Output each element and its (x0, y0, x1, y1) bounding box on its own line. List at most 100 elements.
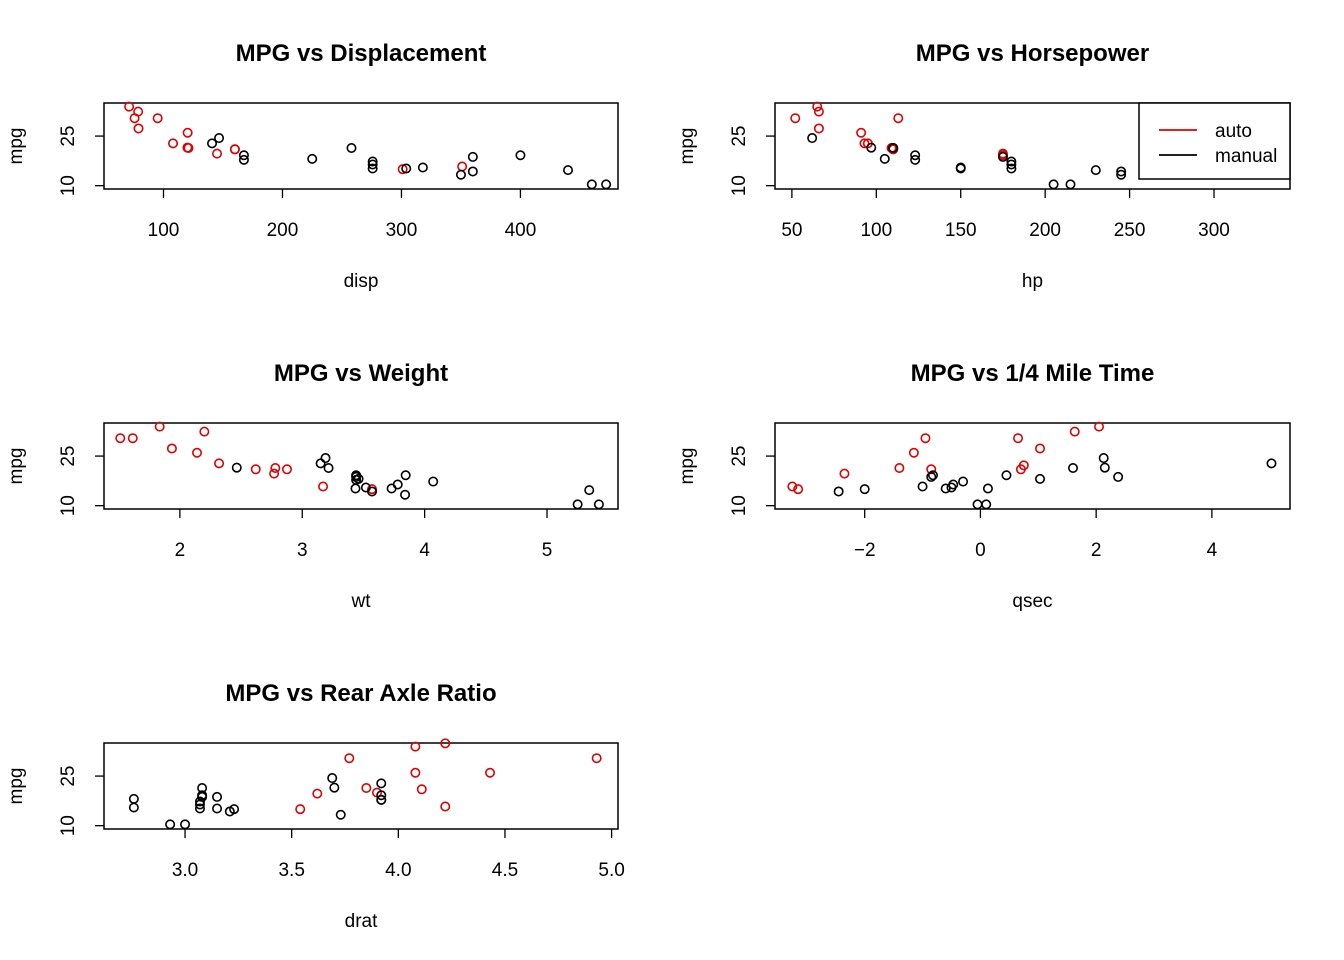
point-manual (165, 819, 176, 830)
point-manual (958, 476, 969, 487)
panel-1: MPG vs Displacement 100 200 300 400 10 25 disp m… (6, 40, 619, 292)
point-auto (312, 788, 323, 799)
point-manual (417, 162, 428, 173)
point-auto (410, 741, 421, 752)
point-manual (455, 169, 466, 180)
y-axis-label: mpg (6, 128, 27, 165)
point-manual (320, 453, 331, 464)
x-tick-label: 200 (1029, 220, 1061, 241)
x-tick-label: 200 (267, 220, 299, 241)
point-manual (194, 796, 205, 807)
y-axis-label: mpg (677, 128, 698, 165)
point-auto (787, 481, 798, 492)
x-tick-label: 3.5 (278, 860, 304, 881)
point-manual (1035, 473, 1046, 484)
chart-title: MPG vs 1/4 Mile Time (911, 360, 1155, 387)
point-manual (214, 133, 225, 144)
point-manual (1116, 166, 1127, 177)
x-tick-label: 4 (1207, 540, 1218, 561)
x-tick-label: 0 (975, 540, 986, 561)
point-auto (344, 753, 355, 764)
point-manual (350, 483, 361, 494)
y-tick-label: 25 (58, 446, 79, 467)
point-auto (270, 462, 281, 473)
point-manual (229, 804, 240, 815)
x-tick-label: 250 (1114, 220, 1146, 241)
point-manual (194, 803, 205, 814)
point-manual (1048, 179, 1059, 190)
x-tick-label: 300 (386, 220, 418, 241)
point-manual (927, 470, 938, 481)
point-manual (981, 499, 992, 510)
point-manual (323, 462, 334, 473)
point-auto (894, 462, 905, 473)
y-tick-label: 10 (58, 495, 79, 516)
point-manual (467, 151, 478, 162)
x-tick-label: 400 (505, 220, 537, 241)
point-manual (1065, 179, 1076, 190)
point-auto (856, 127, 867, 138)
point-manual (367, 156, 378, 167)
point-auto (124, 101, 135, 112)
panel-4: MPG vs 1/4 Mile Time −2 0 2 4 10 25 qsec mpg (677, 360, 1291, 612)
point-manual (586, 179, 597, 190)
y-axis-label: mpg (6, 448, 27, 485)
chart-title: MPG vs Displacement (236, 40, 487, 67)
legend-box (1138, 102, 1291, 180)
point-auto (440, 738, 451, 749)
point-manual (888, 142, 899, 153)
point-manual (593, 499, 604, 510)
point-manual (207, 138, 218, 149)
point-manual (948, 479, 959, 490)
x-tick-label: 150 (945, 220, 977, 241)
point-manual (1001, 470, 1012, 481)
point-auto (397, 164, 408, 175)
x-tick-label: 300 (1198, 220, 1230, 241)
point-auto (591, 753, 602, 764)
chart-title: MPG vs Horsepower (916, 40, 1149, 67)
point-auto (269, 468, 280, 479)
point-auto (908, 447, 919, 458)
point-auto (318, 481, 329, 492)
point-auto (839, 468, 850, 479)
point-manual (212, 803, 223, 814)
point-manual (327, 773, 338, 784)
point-auto (893, 113, 904, 124)
point-auto (199, 426, 210, 437)
point-auto (440, 801, 451, 812)
x-axis-label: disp (344, 271, 379, 292)
point-manual (315, 458, 326, 469)
point-manual (346, 142, 357, 153)
plot-frame (774, 422, 1291, 510)
point-manual (940, 483, 951, 494)
y-tick-label: 10 (58, 815, 79, 836)
point-auto (168, 138, 179, 149)
point-manual (955, 163, 966, 174)
point-manual (467, 166, 478, 177)
point-manual (833, 486, 844, 497)
legend-label-manual: manual (1215, 146, 1277, 167)
x-axis-label: wt (351, 591, 372, 612)
point-manual (212, 791, 223, 802)
point-manual (367, 163, 378, 174)
plot-frame (103, 422, 619, 510)
x-tick-label: 5.0 (598, 860, 624, 881)
point-manual (917, 481, 928, 492)
point-manual (376, 778, 387, 789)
x-tick-label: 2 (175, 540, 186, 561)
point-manual (563, 165, 574, 176)
point-manual (367, 486, 378, 497)
point-manual (329, 782, 340, 793)
point-manual (1006, 156, 1017, 167)
point-auto (813, 123, 824, 134)
x-tick-label: 4.5 (492, 860, 518, 881)
y-tick-label: 25 (58, 126, 79, 147)
point-manual (982, 483, 993, 494)
point-auto (183, 142, 194, 153)
point-manual (1098, 453, 1109, 464)
point-manual (879, 153, 890, 164)
point-auto (1013, 433, 1024, 444)
chart-title: MPG vs Weight (274, 360, 448, 387)
point-auto (154, 421, 165, 432)
